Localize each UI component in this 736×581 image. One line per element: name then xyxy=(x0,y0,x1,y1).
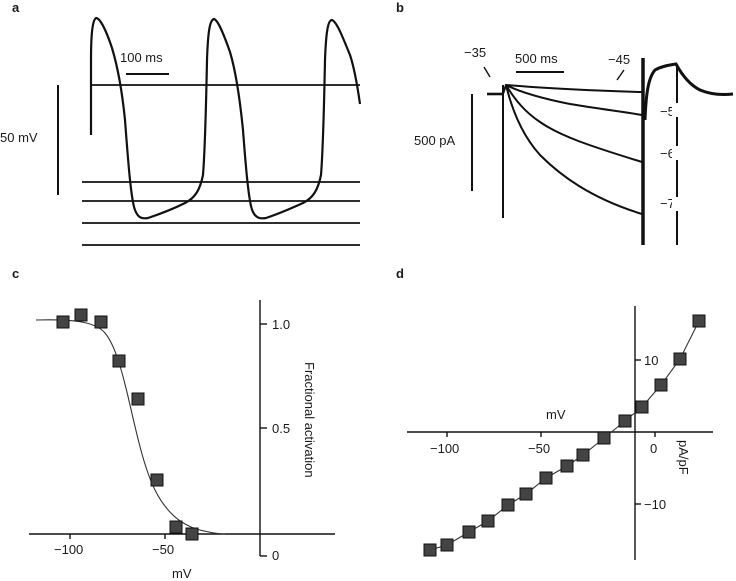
panel-c-boltzmann-fit xyxy=(35,319,226,535)
data-point xyxy=(440,538,454,552)
data-point xyxy=(94,315,108,329)
panel-d-label: d xyxy=(396,266,404,281)
panel-c-ytick-1: 1.0 xyxy=(272,317,291,332)
data-point xyxy=(560,459,574,473)
panel-c-xlabel: mV xyxy=(172,566,192,581)
panel-a-time-scale-label: 100 ms xyxy=(120,50,163,65)
panel-d-xlabel: mV xyxy=(546,407,566,422)
panel-d-plot xyxy=(407,306,713,560)
panel-d-data-points xyxy=(423,314,706,557)
data-point xyxy=(423,543,437,557)
panel-d-ytick-10: 10 xyxy=(644,353,659,368)
panel-c-ytick-05: 0.5 xyxy=(272,421,291,436)
data-point xyxy=(56,315,70,329)
data-point xyxy=(169,520,183,534)
panel-c-label: c xyxy=(12,266,20,281)
panel-b-trace-label-35: −35 xyxy=(464,45,487,60)
data-point xyxy=(692,314,706,328)
data-point xyxy=(635,400,649,414)
panel-c-xtick-100: −100 xyxy=(54,542,84,557)
data-point xyxy=(185,527,199,541)
panel-a-label: a xyxy=(12,0,20,15)
panel-c-ylabel: Fractional activation xyxy=(302,362,317,478)
data-point xyxy=(150,473,164,487)
data-point xyxy=(673,352,687,366)
panel-a-voltage-scale-label: 50 mV xyxy=(0,130,38,145)
panel-d-xtick-0: 0 xyxy=(650,441,658,456)
panel-b-trace-55 xyxy=(505,84,643,116)
data-point xyxy=(539,471,553,485)
panel-a-action-potential-trace xyxy=(89,16,362,220)
panel-b-tail-current xyxy=(643,62,734,121)
data-point xyxy=(481,514,495,528)
data-point xyxy=(131,392,145,406)
panel-b-label: b xyxy=(396,0,404,15)
panel-a-plot xyxy=(57,16,362,246)
panel-b-current-scale-label: 500 pA xyxy=(414,133,456,148)
panel-d-xtick-100: −100 xyxy=(430,441,460,456)
panel-d-ylabel: pA/pF xyxy=(676,440,691,475)
panel-d-xtick-50: −50 xyxy=(528,441,551,456)
panel-d-iv-curve xyxy=(429,320,700,551)
panel-b-trace-label-45: −45 xyxy=(608,52,631,67)
data-point xyxy=(112,354,126,368)
panel-c-data-points xyxy=(56,308,199,541)
panel-b-time-scale-label: 500 ms xyxy=(515,51,558,66)
data-point xyxy=(576,448,590,462)
panel-b-plot xyxy=(471,58,734,245)
data-point xyxy=(74,308,88,322)
data-point xyxy=(618,414,632,428)
data-point xyxy=(519,487,533,501)
data-point xyxy=(654,378,668,392)
panel-d-ytick-neg10: −10 xyxy=(644,497,667,512)
panel-c-plot xyxy=(29,300,335,557)
data-point xyxy=(501,498,515,512)
panel-b-trace-45 xyxy=(502,83,643,95)
data-point xyxy=(462,525,476,539)
panel-b-trace-75 xyxy=(505,84,643,215)
data-point xyxy=(597,431,611,445)
panel-b-trace-65 xyxy=(505,84,643,163)
panel-c-xtick-50: −50 xyxy=(152,542,175,557)
panel-c-ytick-0: 0 xyxy=(272,548,280,563)
